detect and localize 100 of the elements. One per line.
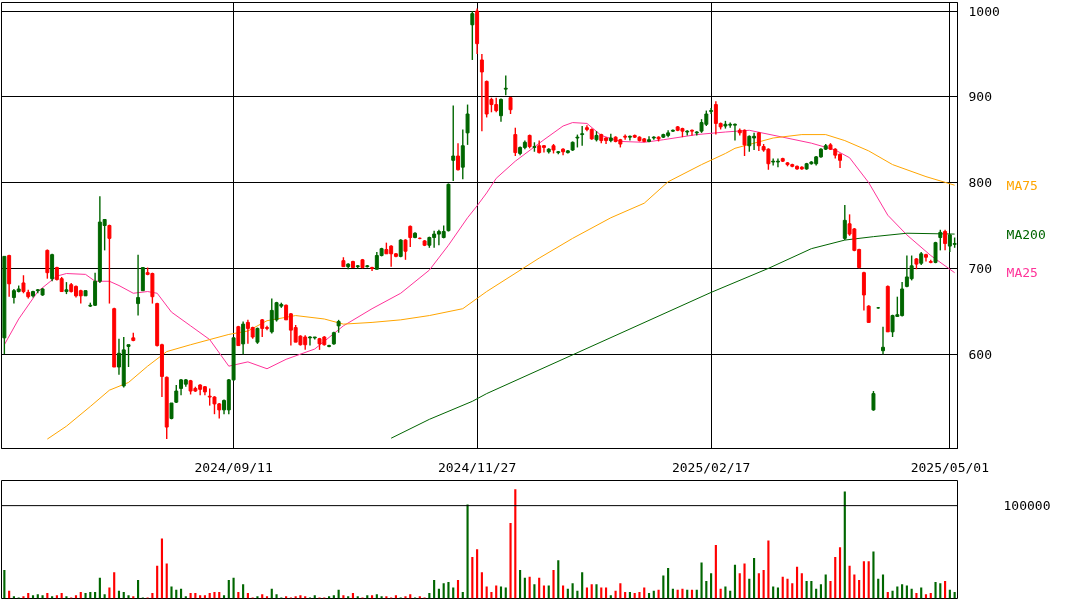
bar (872, 551, 875, 599)
bar (557, 560, 560, 599)
bar (514, 489, 517, 599)
bar (800, 573, 803, 599)
bar (476, 549, 479, 599)
bar (113, 572, 116, 599)
bar (838, 547, 842, 599)
bar (834, 556, 837, 599)
bar (724, 586, 727, 599)
bar (891, 590, 894, 599)
x-tick-label: 2025/02/17 (671, 459, 751, 475)
line-series (46, 134, 956, 440)
candlestick (126, 344, 131, 368)
bar (499, 586, 503, 599)
bar (590, 584, 593, 599)
bar (738, 573, 741, 599)
bar (561, 585, 565, 599)
bar (275, 594, 278, 599)
bar (767, 540, 770, 599)
candlestick (775, 157, 780, 168)
candlestick (513, 127, 518, 157)
bar (547, 585, 550, 599)
candlestick (871, 390, 876, 412)
bar (915, 593, 918, 599)
candlestick (107, 223, 112, 305)
bar (829, 581, 832, 599)
bar (542, 585, 546, 599)
candlestick (881, 326, 885, 355)
x-tick-label: 2024/09/11 (194, 459, 273, 475)
candlestick (136, 253, 141, 317)
bar (853, 574, 856, 599)
bar (710, 573, 713, 599)
candlestick (45, 248, 50, 280)
x-tick-label: 2024/11/27 (437, 459, 517, 475)
bar (714, 544, 717, 599)
candlestick (861, 271, 866, 312)
bar (748, 578, 751, 599)
bar (447, 582, 450, 599)
candlestick (503, 74, 508, 96)
bar (753, 558, 756, 599)
y-tick-label: 900 (968, 89, 992, 105)
bar (84, 593, 87, 599)
bar (495, 585, 498, 599)
bar (743, 563, 746, 599)
bar (456, 579, 460, 599)
bar (581, 572, 584, 599)
bar (757, 573, 760, 599)
candlestick (465, 103, 470, 146)
bar (867, 561, 870, 599)
bar (681, 588, 684, 599)
bar (127, 595, 130, 599)
bar (901, 584, 904, 599)
bar (490, 591, 493, 599)
candlestick (541, 144, 546, 154)
bar (299, 595, 302, 599)
bar (170, 586, 173, 599)
bar (165, 563, 168, 599)
bar (552, 570, 555, 599)
bar (433, 579, 436, 599)
bar (905, 585, 908, 599)
bar (509, 523, 512, 599)
bar (733, 564, 737, 599)
bar (22, 596, 25, 599)
bar (881, 574, 885, 599)
line-series (3, 122, 956, 370)
candlestick (212, 395, 217, 415)
bar (772, 586, 775, 599)
bar (877, 578, 880, 599)
bar (619, 583, 622, 599)
candlestick (690, 128, 694, 137)
bar (137, 579, 140, 599)
bar (242, 584, 245, 599)
bar (795, 566, 799, 599)
bar (480, 572, 483, 599)
candlestick (742, 128, 747, 157)
bar (485, 586, 488, 599)
y-tick-label: 800 (968, 175, 992, 191)
bar (762, 570, 765, 599)
y-tick-label: 1000 (968, 3, 1000, 19)
bar (791, 583, 794, 599)
bar (858, 579, 861, 599)
bar (657, 589, 660, 599)
candlestick (241, 320, 246, 355)
bar (934, 582, 937, 599)
bar (638, 591, 641, 599)
bar (3, 570, 6, 599)
bar (65, 596, 68, 599)
bar (824, 574, 827, 599)
bar (700, 562, 703, 599)
bar (896, 586, 899, 599)
bar (41, 595, 44, 599)
candlestick (943, 229, 948, 252)
bar (156, 565, 159, 599)
bar (519, 570, 522, 599)
bar (571, 583, 574, 599)
text: MA200 (1006, 226, 1046, 242)
bar (533, 584, 536, 599)
text: MA75 (1006, 177, 1038, 193)
candlestick (479, 53, 484, 132)
text: 100000 (1003, 498, 1051, 514)
